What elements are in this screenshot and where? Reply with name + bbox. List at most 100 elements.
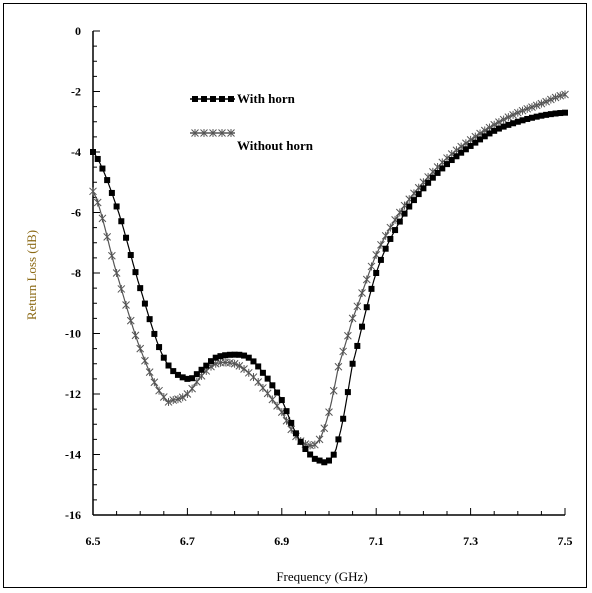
point-with-horn [340,415,347,422]
point-with-horn [467,142,474,149]
legend-marker [218,129,226,137]
point-without-horn [126,316,135,325]
series-line-without-horn [92,93,566,447]
x-tick-label: 6.5 [86,534,101,548]
point-with-horn [543,111,550,118]
point-without-horn [537,99,546,108]
point-with-horn [500,123,507,130]
point-with-horn [382,245,389,252]
point-with-horn [321,459,328,466]
point-without-horn [240,365,248,374]
y-tick-label: -16 [65,508,81,522]
point-without-horn [254,378,263,387]
point-with-horn [491,127,498,134]
point-without-horn [561,90,569,99]
point-without-horn [358,289,366,298]
point-with-horn [373,270,380,276]
point-with-horn [127,252,134,259]
point-without-horn [556,91,565,100]
y-tick-label: -8 [71,266,81,280]
point-with-horn [495,125,502,132]
legend-marker [191,129,199,137]
series-with-horn [90,109,568,466]
point-with-horn [203,362,210,369]
point-with-horn [141,300,148,307]
point-with-horn [458,149,465,156]
point-with-horn [104,177,111,184]
point-without-horn [348,314,357,323]
point-without-horn [263,389,272,398]
point-without-horn [551,93,560,102]
y-tick-label: -10 [65,327,81,341]
point-without-horn [329,386,338,395]
point-with-horn [392,227,399,234]
point-with-horn [453,153,460,160]
legend-label-with-horn: With horn [237,91,296,106]
point-with-horn [510,120,517,127]
point-with-horn [528,114,535,121]
chart-frame [3,3,587,588]
point-without-horn [131,331,140,340]
legend-symbol-without-horn [190,129,235,137]
point-with-horn [311,455,318,462]
point-with-horn [250,358,257,365]
legend-marker [219,96,225,102]
point-with-horn [363,304,370,311]
point-with-horn [274,389,281,396]
point-without-horn [315,435,324,444]
point-without-horn [367,262,376,271]
point-without-horn [325,408,333,417]
point-without-horn [546,95,555,104]
point-with-horn [174,371,181,378]
point-with-horn [519,117,526,124]
legend-marker [228,96,234,102]
point-with-horn [283,408,290,415]
point-with-horn [401,210,408,217]
point-with-horn [415,191,422,198]
point-with-horn [259,369,266,376]
point-with-horn [184,375,191,382]
point-with-horn [420,185,427,192]
point-with-horn [123,234,130,241]
y-tick-label: -6 [71,206,81,220]
point-with-horn [297,438,304,445]
legend-marker [192,96,198,102]
point-with-horn [344,389,351,396]
point-without-horn [188,384,196,393]
point-with-horn [359,323,366,330]
point-with-horn [354,342,361,349]
point-with-horn [410,197,417,204]
point-with-horn [132,269,139,276]
point-with-horn [429,174,436,181]
point-with-horn [108,189,115,196]
point-without-horn [150,378,159,387]
y-tick-label: -2 [71,85,81,99]
point-without-horn [103,232,112,241]
point-without-horn [532,101,541,110]
plot-area: 0 -2 -4 -6 -8 -10 -12 -14 -16 6.5 6.7 6.9 7.1 7.3 7.5 [65,24,573,548]
point-with-horn [477,136,484,143]
point-with-horn [118,218,125,225]
legend-label-without-horn: Without horn [237,138,314,153]
legend-marker [201,96,207,102]
point-without-horn [320,424,329,433]
point-with-horn [198,366,205,373]
point-with-horn [113,203,120,210]
point-with-horn [241,352,248,359]
point-with-horn [330,451,337,458]
point-without-horn [353,302,362,311]
point-with-horn [505,121,512,128]
point-without-horn [362,275,371,284]
point-without-horn [509,110,517,119]
point-without-horn [98,214,107,223]
point-with-horn [99,165,106,172]
point-with-horn [533,113,540,120]
point-with-horn [335,436,342,443]
legend-marker [210,96,216,102]
point-with-horn [316,457,323,464]
x-tick-label: 6.9 [274,534,289,548]
point-with-horn [481,133,488,140]
point-with-horn [396,218,403,225]
point-without-horn [334,362,343,371]
